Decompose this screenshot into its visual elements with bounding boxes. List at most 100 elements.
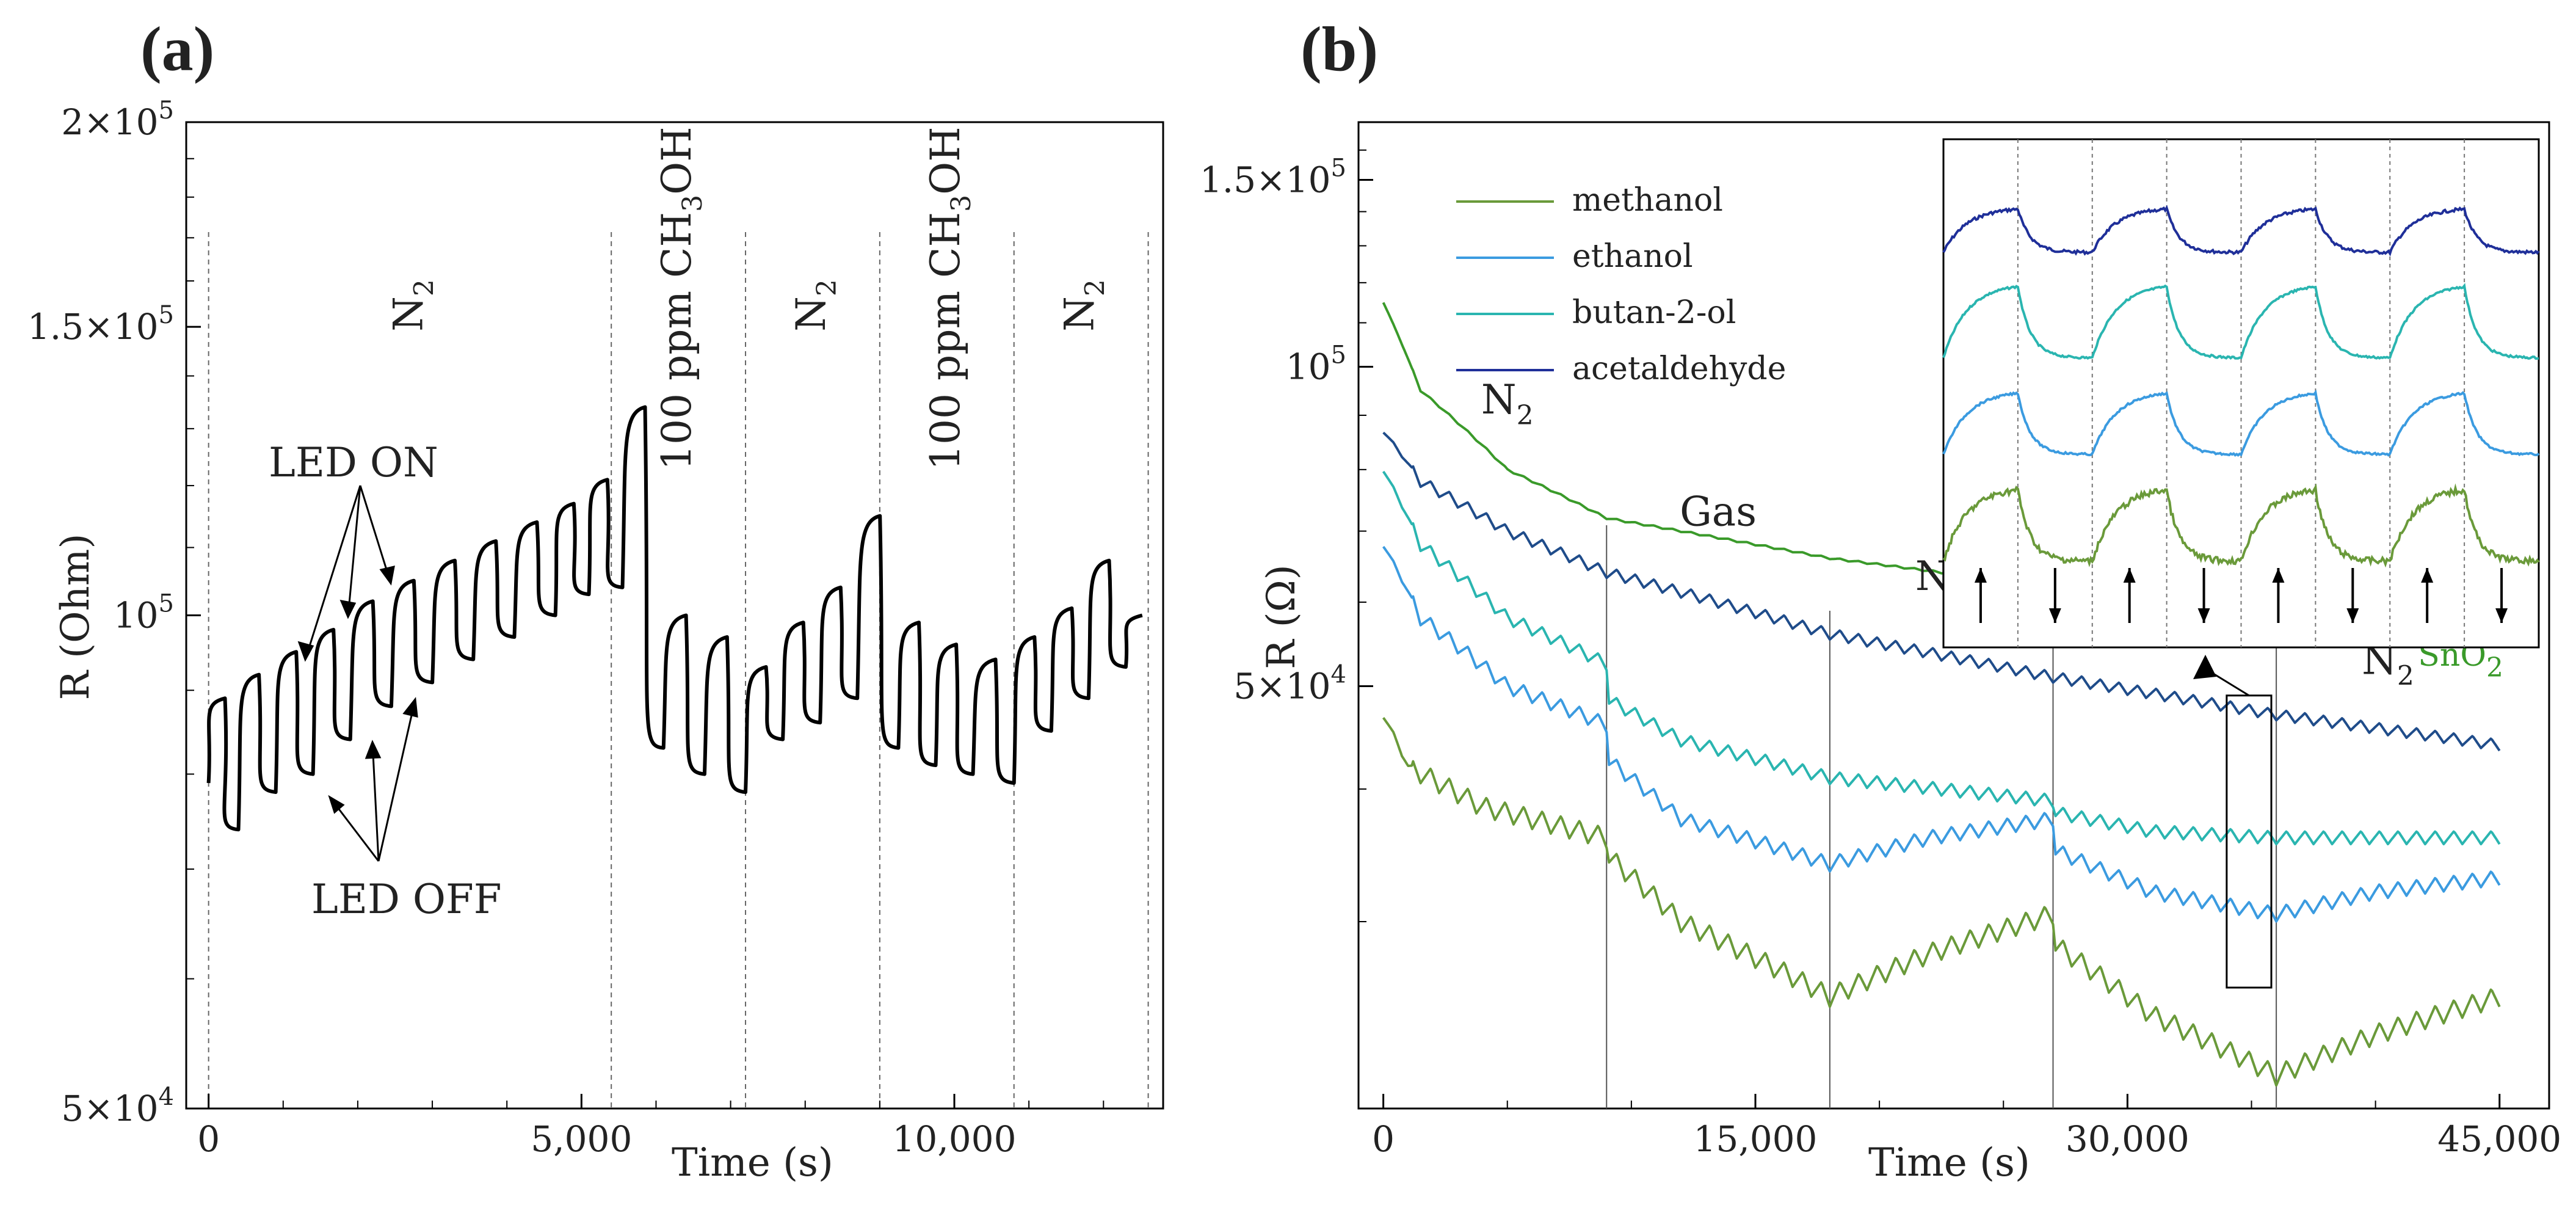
panel-a-region-0: N2 (385, 279, 440, 332)
panel-a-y-tick-label-1-base: 10 (114, 595, 159, 636)
panel-a-y-tick-label-2-exp: 5 (159, 301, 174, 329)
inset-series-ethanol (1942, 389, 2540, 457)
legend-label-ethanol: ethanol (1572, 238, 1693, 275)
panel-b-y-tick-label-0-exp: 4 (1331, 661, 1346, 689)
panel-a-y-tick-label-3: 2×105 (61, 96, 174, 143)
panel-a-region-4-sub: 2 (1080, 279, 1111, 296)
led-on-arrow-2 (347, 485, 361, 617)
panel-b-y-tick-label-0-base: 5×10 (1233, 666, 1330, 707)
panel-b-y-tick-label-2-base: 1.5×10 (1200, 159, 1331, 200)
inset-arrowhead-3 (2197, 608, 2210, 623)
panel-a-region-0-base: N (385, 296, 432, 332)
led-off-arrowhead-1 (328, 795, 345, 814)
panel-a-region-4: N2 (1056, 279, 1111, 332)
panel-a-x-tick-label-1: 5,000 (531, 1118, 632, 1160)
panel-b-x-label: Time (s) (1868, 1140, 2030, 1185)
panel-b-y-tick-label-0: 5×104 (1233, 661, 1346, 707)
panel-a-region-3-tail: OH (922, 126, 969, 195)
panel-a-region-1-base: 100 ppm CH (653, 212, 700, 470)
panel-b-series-ethanol (1382, 545, 2501, 923)
panel-a-y-tick-label-0-base: 5×10 (61, 1088, 158, 1129)
panel-b-region-0-base: N (1481, 376, 1517, 423)
panel-b-y-tick-label-1-base: 10 (1286, 346, 1331, 387)
panel-b-y-tick-label-1: 105 (1286, 341, 1346, 387)
inset-arrowhead-0 (1974, 568, 1987, 583)
panel-a-region-3: 100 ppm CH3OH (922, 126, 977, 470)
inset-arrowhead-2 (2123, 568, 2136, 583)
led-off-arrowhead-2 (365, 740, 382, 759)
led-arrows (297, 485, 418, 862)
panel-b-region-4-sub: 2 (2397, 661, 2414, 692)
panel-b-series-methanol (1382, 717, 2501, 1087)
panel-b-y-tick-label-2-exp: 5 (1331, 154, 1346, 182)
panel-b-region-1-base: Gas (1680, 488, 1757, 535)
panel-a-x-tick-label-0: 0 (197, 1118, 220, 1160)
led-on-arrow-3 (359, 485, 392, 584)
panel-a-x-tick-label-2: 10,000 (893, 1118, 1017, 1160)
inset-series-methanol (1942, 483, 2540, 568)
led-on-arrowhead-1 (297, 641, 314, 662)
led-on-arrow-1 (304, 485, 361, 660)
panel-a-region-1: 100 ppm CH3OH (653, 126, 708, 470)
led-off-arrow-2 (371, 741, 380, 862)
panel-b-region-0: N2 (1481, 376, 1534, 431)
panel-a-label: (a) (140, 14, 214, 84)
panel-b-region-1: Gas (1680, 488, 1757, 535)
panel-a-annotations: LED ON LED OFF (269, 439, 502, 923)
panel-b-series (1382, 302, 2501, 1087)
panel-b-material-label-sub: 2 (2486, 652, 2503, 683)
zoom-window (2226, 694, 2273, 989)
panel-b-y-label: R (Ω) (1259, 564, 1304, 669)
panel-b-legend: methanol ethanol butan-2-ol acetaldehyde (1456, 182, 1786, 387)
legend-label-methanol: methanol (1572, 182, 1723, 219)
panel-b-series-butan-2-ol (1382, 470, 2501, 846)
panel-a-region-2-sub: 2 (811, 279, 843, 296)
panel-b-x-tick-label-1: 15,000 (1694, 1118, 1818, 1160)
panel-b-x-tick-label-3: 45,000 (2437, 1118, 2561, 1160)
led-on-arrowhead-2 (339, 600, 357, 619)
panel-a-x-axis: 0 5,000 10,000 (197, 1094, 1105, 1160)
inset-arrowhead-6 (2421, 568, 2434, 583)
led-off-label: LED OFF (311, 876, 502, 923)
panel-b-x-tick-label-0: 0 (1372, 1118, 1395, 1160)
led-off-arrowhead-3 (402, 697, 418, 718)
panel-b-dividers (1606, 525, 2277, 1109)
inset-series-acetaldehyde (1942, 205, 2540, 257)
panel-a-region-3-sub: 3 (946, 195, 977, 212)
panel-a-y-tick-label-2: 1.5×105 (27, 301, 174, 348)
inset-arrowhead-4 (2272, 568, 2285, 583)
legend-label-butan-2-ol: butan-2-ol (1572, 294, 1736, 331)
led-on-arrowhead-3 (379, 566, 395, 586)
panel-a-y-tick-label-3-exp: 5 (159, 96, 174, 125)
inset-arrowhead-1 (2048, 608, 2061, 623)
panel-a-region-1-sub: 3 (677, 195, 708, 212)
panel-b-y-tick-label-2: 1.5×105 (1200, 154, 1346, 200)
panel-a-y-tick-label-0: 5×104 (61, 1083, 174, 1129)
inset-frame (1942, 138, 2540, 649)
panel-b-x-tick-label-2: 30,000 (2066, 1118, 2190, 1160)
panel-b-inset (1942, 138, 2540, 649)
panel-a-y-tick-label-2-base: 1.5×10 (27, 306, 159, 348)
inset-arrowhead-7 (2495, 608, 2508, 623)
inset-series-butan-2-ol (1942, 283, 2539, 360)
led-off-arrow-3 (377, 699, 416, 862)
zoom-pointer-head (2193, 655, 2216, 679)
panel-a-region-4-base: N (1056, 296, 1103, 332)
led-on-label: LED ON (269, 439, 438, 486)
panel-a-y-tick-label-0-exp: 4 (159, 1083, 174, 1111)
inset-arrowhead-5 (2346, 608, 2359, 623)
panel-a-y-tick-label-3-base: 2×10 (61, 101, 158, 143)
panel-a-y-label: R (Ohm) (53, 534, 98, 701)
panel-b-plot-frame (1357, 121, 2550, 1110)
panel-b-region-0-sub: 2 (1517, 400, 1534, 431)
panel-b-label: (b) (1301, 14, 1378, 84)
panel-a-region-2-base: N (788, 296, 835, 332)
panel-a-y-tick-label-1: 105 (114, 590, 174, 636)
panel-a-series (206, 405, 1143, 832)
panel-b-zoom (2193, 655, 2273, 989)
panel-a-region-2: N2 (788, 279, 843, 332)
